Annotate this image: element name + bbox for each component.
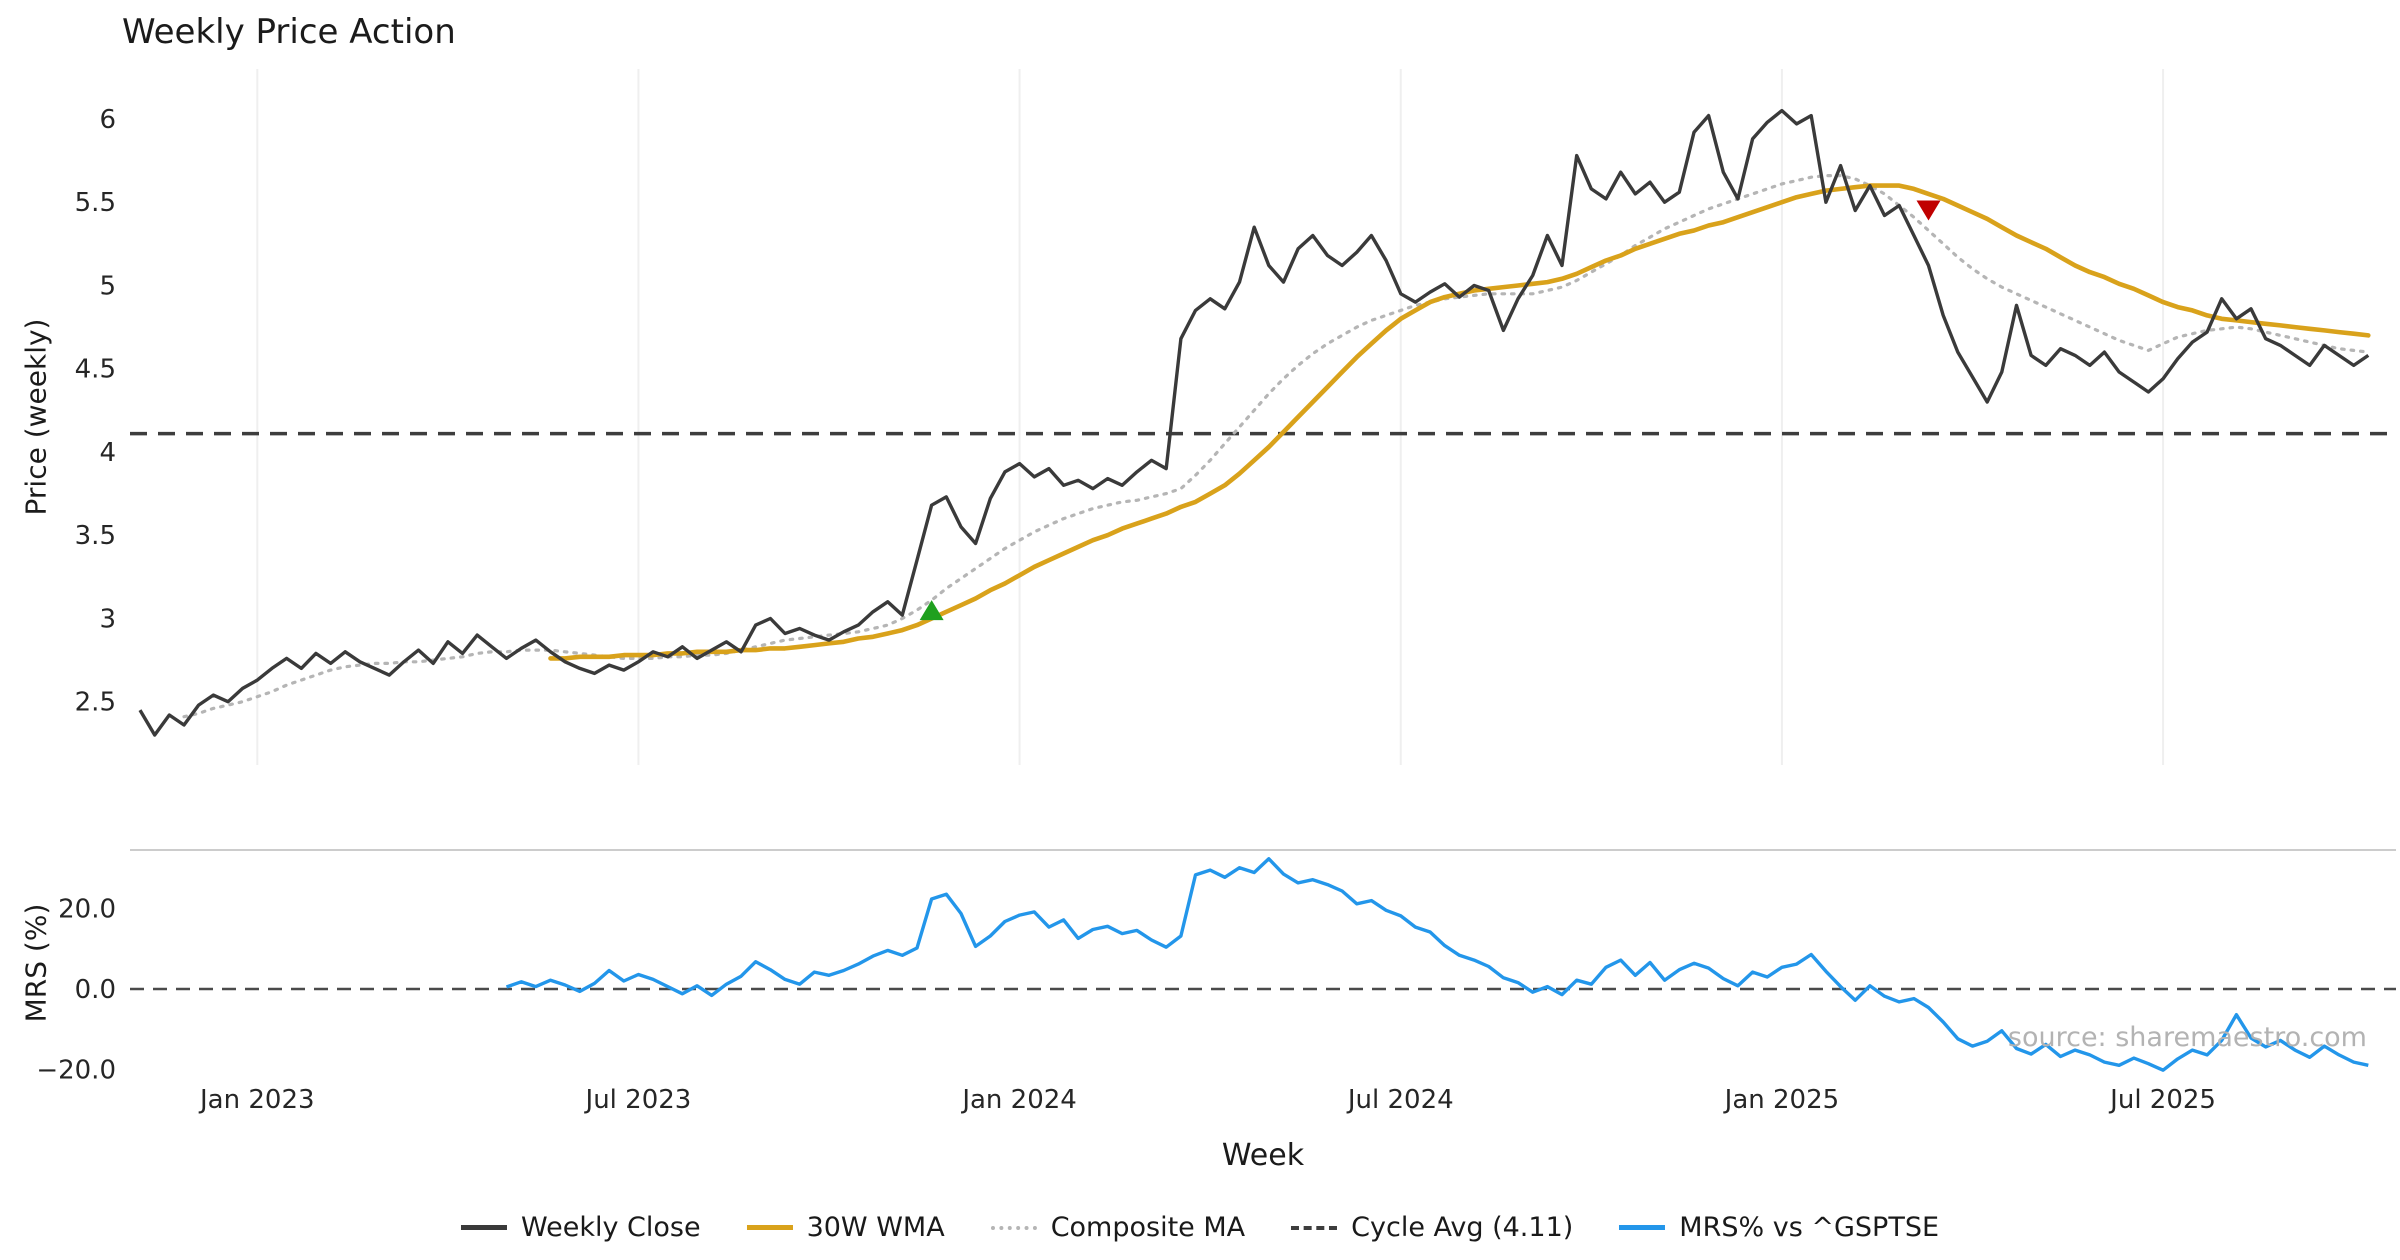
legend-label: Weekly Close (520, 1212, 701, 1243)
legend-item-30w-wma: 30W WMA (746, 1212, 945, 1243)
svg-text:4.5: 4.5 (75, 355, 116, 385)
source-watermark: source: sharemaestro.com (2007, 1022, 2367, 1053)
legend-item-weekly-close: Weekly Close (460, 1212, 701, 1243)
svg-text:6: 6 (99, 105, 116, 135)
svg-text:Jul 2023: Jul 2023 (584, 1085, 692, 1115)
legend-label: MRS% vs ^GSPTSE (1679, 1212, 1940, 1243)
legend-label: Composite MA (1050, 1212, 1246, 1243)
x-axis-label: Week (1221, 1138, 1305, 1173)
svg-text:5.5: 5.5 (75, 188, 116, 218)
wma-line-swatch (746, 1225, 793, 1230)
buy-signal-marker (919, 600, 944, 621)
svg-text:Jul 2025: Jul 2025 (2108, 1085, 2216, 1115)
legend-item-mrs: MRS% vs ^GSPTSE (1619, 1212, 1939, 1243)
svg-text:0.0: 0.0 (75, 975, 116, 1005)
svg-text:Jul 2024: Jul 2024 (1346, 1085, 1454, 1115)
legend-label: 30W WMA (806, 1212, 945, 1243)
cycle-avg-line-swatch (1291, 1225, 1338, 1230)
legend-item-cycle-avg: Cycle Avg (4.11) (1291, 1212, 1573, 1243)
svg-text:3: 3 (99, 604, 116, 634)
svg-text:Jan 2024: Jan 2024 (960, 1085, 1077, 1115)
svg-text:Jan 2025: Jan 2025 (1723, 1085, 1840, 1115)
svg-text:−20.0: −20.0 (36, 1055, 116, 1085)
svg-text:2.5: 2.5 (75, 688, 116, 718)
legend-item-composite-ma: Composite MA (990, 1212, 1246, 1243)
svg-text:4: 4 (99, 438, 116, 468)
composite-ma-line-swatch (990, 1225, 1037, 1230)
svg-text:Jan 2023: Jan 2023 (198, 1085, 315, 1115)
figure-title: Weekly Price Action (122, 12, 456, 52)
svg-text:3.5: 3.5 (75, 521, 116, 551)
chart-legend: Weekly Close 30W WMA Composite MA Cycle … (460, 1212, 1939, 1243)
mrs-line-swatch (1619, 1225, 1666, 1230)
svg-text:20.0: 20.0 (58, 895, 116, 925)
svg-text:5: 5 (99, 271, 116, 301)
sell-signal-marker (1916, 200, 1941, 221)
legend-label: Cycle Avg (4.11) (1351, 1212, 1574, 1243)
weekly-close-line-swatch (460, 1225, 507, 1230)
